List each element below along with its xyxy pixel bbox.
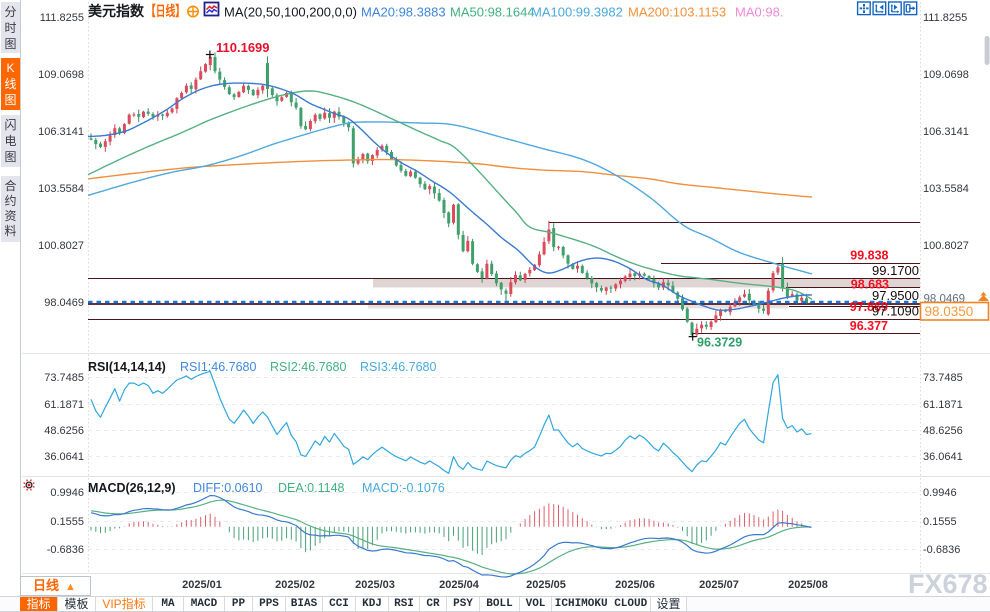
- svg-text:0.1555: 0.1555: [50, 516, 84, 528]
- svg-text:48.6256: 48.6256: [923, 425, 963, 437]
- svg-text:0.9946: 0.9946: [923, 487, 957, 499]
- svg-text:97.869: 97.869: [850, 300, 888, 314]
- svg-text:98.683: 98.683: [851, 278, 889, 292]
- svg-text:【日线】: 【日线】: [146, 3, 185, 19]
- svg-text:DIFF:0.0610: DIFF:0.0610: [193, 481, 263, 495]
- svg-text:61.1871: 61.1871: [44, 399, 84, 411]
- svg-text:MA20:98.3883: MA20:98.3883: [361, 5, 446, 20]
- svg-text:MA0:98.: MA0:98.: [735, 5, 783, 20]
- svg-text:MA50:98.1644: MA50:98.1644: [450, 5, 535, 20]
- svg-text:2025/08: 2025/08: [788, 579, 828, 591]
- svg-text:MA(20,50,100,200,0,0): MA(20,50,100,200,0,0): [224, 5, 357, 20]
- svg-text:73.7485: 73.7485: [923, 372, 963, 384]
- svg-text:61.1871: 61.1871: [923, 399, 963, 411]
- svg-text:96.3729: 96.3729: [697, 336, 742, 350]
- svg-text:FX678: FX678: [908, 569, 988, 599]
- svg-text:MACD:-0.1076: MACD:-0.1076: [362, 481, 445, 495]
- svg-text:98.0350: 98.0350: [925, 304, 974, 319]
- svg-text:106.3141: 106.3141: [923, 126, 969, 138]
- svg-text:111.8255: 111.8255: [923, 12, 967, 24]
- svg-text:109.0698: 109.0698: [38, 69, 84, 81]
- svg-text:0.1555: 0.1555: [923, 516, 957, 528]
- svg-text:-0.6836: -0.6836: [47, 544, 84, 556]
- svg-text:0.9946: 0.9946: [50, 487, 84, 499]
- svg-text:DEA:0.1148: DEA:0.1148: [278, 481, 345, 495]
- svg-text:2025/06: 2025/06: [615, 579, 655, 591]
- svg-text:36.0641: 36.0641: [44, 451, 84, 463]
- svg-text:100.8027: 100.8027: [923, 240, 969, 252]
- svg-text:2025/04: 2025/04: [439, 579, 480, 591]
- svg-text:97.1090: 97.1090: [872, 304, 919, 319]
- svg-text:73.7485: 73.7485: [44, 372, 84, 384]
- svg-text:RSI1:46.7680: RSI1:46.7680: [180, 360, 256, 374]
- svg-text:2025/02: 2025/02: [275, 579, 315, 591]
- svg-text:美元指数: 美元指数: [88, 3, 145, 19]
- svg-text:106.3141: 106.3141: [38, 126, 84, 138]
- svg-text:36.0641: 36.0641: [923, 451, 963, 463]
- svg-text:103.5584: 103.5584: [38, 183, 84, 195]
- svg-text:2025/05: 2025/05: [526, 579, 566, 591]
- svg-text:48.6256: 48.6256: [44, 425, 84, 437]
- svg-text:99.1700: 99.1700: [872, 263, 919, 278]
- svg-text:-0.6836: -0.6836: [923, 544, 960, 556]
- svg-text:MA200:103.1153: MA200:103.1153: [628, 5, 726, 20]
- svg-text:97.9500: 97.9500: [872, 288, 919, 303]
- svg-text:MACD(26,12,9): MACD(26,12,9): [88, 481, 176, 495]
- svg-text:RSI(14,14,14): RSI(14,14,14): [88, 360, 166, 374]
- svg-text:96.377: 96.377: [850, 319, 888, 333]
- svg-text:2025/03: 2025/03: [355, 579, 395, 591]
- svg-text:2025/07: 2025/07: [699, 579, 739, 591]
- svg-text:2025/01: 2025/01: [182, 579, 222, 591]
- svg-text:98.0469: 98.0469: [44, 297, 84, 309]
- svg-text:100.8027: 100.8027: [38, 240, 84, 252]
- svg-text:103.5584: 103.5584: [923, 183, 969, 195]
- svg-text:111.8255: 111.8255: [40, 12, 84, 24]
- svg-text:99.838: 99.838: [850, 249, 888, 263]
- svg-text:MA100:99.3982: MA100:99.3982: [531, 5, 623, 20]
- svg-text:110.1699: 110.1699: [216, 40, 270, 55]
- svg-text:109.0698: 109.0698: [923, 69, 969, 81]
- svg-text:RSI2:46.7680: RSI2:46.7680: [270, 360, 346, 374]
- svg-text:RSI3:46.7680: RSI3:46.7680: [360, 360, 436, 374]
